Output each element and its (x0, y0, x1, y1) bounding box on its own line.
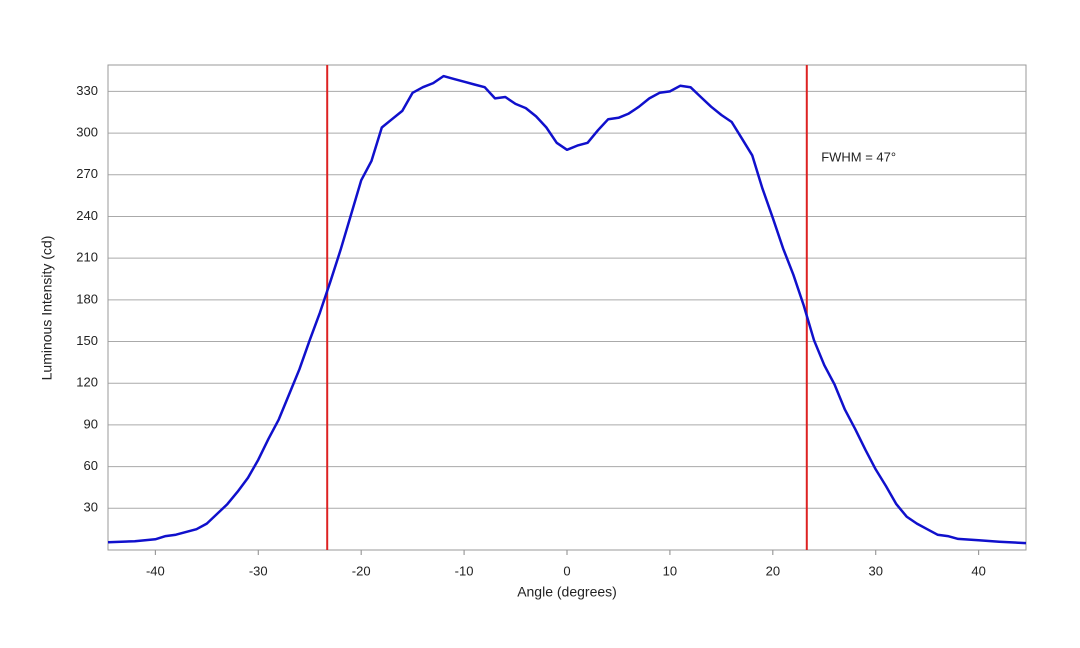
x-tick-label: 0 (563, 563, 570, 578)
x-tick-label: 30 (869, 563, 883, 578)
y-tick-label: 270 (76, 166, 98, 181)
y-tick-label: 120 (76, 375, 98, 390)
x-tick-label: 20 (766, 563, 780, 578)
y-axis-label: Luminous Intensity (cd) (39, 236, 55, 381)
y-tick-label: 60 (84, 458, 98, 473)
data-line (107, 74, 1027, 545)
x-tick-label: -30 (249, 563, 268, 578)
x-tick-label: 40 (971, 563, 985, 578)
x-tick-label: -20 (352, 563, 371, 578)
y-tick-label: 30 (84, 500, 98, 515)
x-tick-label: -10 (455, 563, 474, 578)
annotation: FWHM = 47° (821, 150, 896, 165)
x-tick-label: -40 (146, 563, 165, 578)
y-tick-label: 180 (76, 291, 98, 306)
x-axis-label: Angle (degrees) (517, 584, 617, 600)
y-tick-label: 240 (76, 208, 98, 223)
y-tick-label: 150 (76, 333, 98, 348)
y-tick-label: 330 (76, 83, 98, 98)
plot-frame (107, 64, 1027, 551)
y-tick-label: 300 (76, 125, 98, 140)
x-tick-label: 10 (663, 563, 677, 578)
y-tick-label: 210 (76, 250, 98, 265)
y-tick-label: 90 (84, 416, 98, 431)
